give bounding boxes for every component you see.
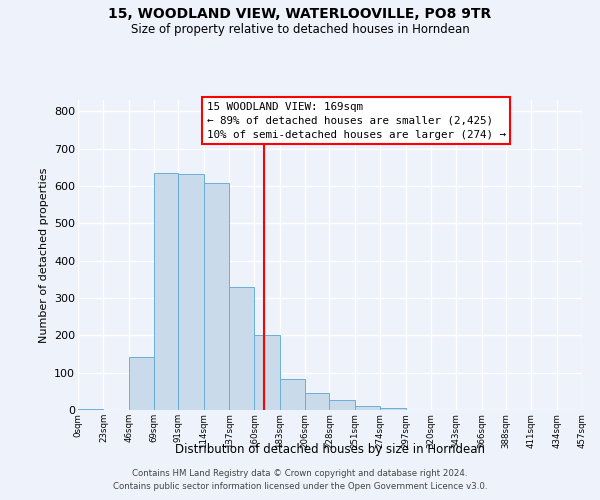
Text: Contains HM Land Registry data © Crown copyright and database right 2024.: Contains HM Land Registry data © Crown c…	[132, 468, 468, 477]
Text: Contains public sector information licensed under the Open Government Licence v3: Contains public sector information licen…	[113, 482, 487, 491]
Bar	[129, 356, 154, 410]
Bar	[204, 183, 229, 410]
Bar	[280, 379, 305, 410]
Bar	[154, 173, 178, 410]
Bar	[380, 408, 406, 410]
Text: Distribution of detached houses by size in Horndean: Distribution of detached houses by size …	[175, 442, 485, 456]
Bar	[229, 286, 254, 410]
Text: Size of property relative to detached houses in Horndean: Size of property relative to detached ho…	[131, 22, 469, 36]
Bar	[355, 406, 380, 410]
Bar	[254, 336, 280, 410]
Y-axis label: Number of detached properties: Number of detached properties	[38, 168, 49, 342]
Bar	[305, 393, 329, 410]
Text: 15, WOODLAND VIEW, WATERLOOVILLE, PO8 9TR: 15, WOODLAND VIEW, WATERLOOVILLE, PO8 9T…	[109, 8, 491, 22]
Bar	[178, 174, 204, 410]
Text: 15 WOODLAND VIEW: 169sqm
← 89% of detached houses are smaller (2,425)
10% of sem: 15 WOODLAND VIEW: 169sqm ← 89% of detach…	[206, 102, 506, 140]
Bar	[329, 400, 355, 410]
